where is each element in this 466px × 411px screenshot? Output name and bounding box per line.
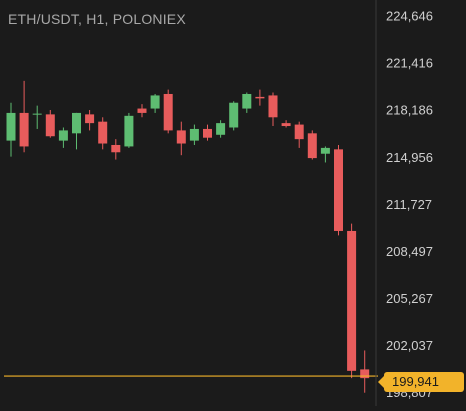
price-tick-label: 202,037 <box>386 338 433 353</box>
candle-body <box>294 124 304 140</box>
price-tick-label: 211,727 <box>386 197 432 212</box>
candle-body <box>281 123 291 127</box>
candle-body <box>320 147 330 154</box>
candle-body <box>268 95 278 118</box>
price-tick-label: 224,646 <box>386 9 433 24</box>
price-tick-label: 221,416 <box>386 56 433 71</box>
candle-body <box>32 113 42 115</box>
candle-body <box>137 108 147 113</box>
candle-body <box>85 114 95 124</box>
last-price-badge: 199,941 <box>378 372 464 392</box>
candle-body <box>242 93 252 109</box>
candle-body <box>72 112 81 134</box>
chart-title: ETH/USDT, H1, POLONIEX <box>8 11 186 27</box>
price-tick-label: 214,956 <box>386 150 433 165</box>
price-tick-label: 208,497 <box>386 244 433 259</box>
candle-body <box>229 102 239 128</box>
candle-body <box>150 95 160 109</box>
candle-body <box>307 133 317 159</box>
candle-body <box>360 369 370 379</box>
candle-body <box>216 123 226 135</box>
candle-body <box>45 114 55 137</box>
candle-body <box>6 112 16 141</box>
candle-body <box>347 230 357 371</box>
candle-body <box>19 112 29 147</box>
candle-body <box>255 96 265 99</box>
candle-body <box>111 144 121 153</box>
candle-body <box>58 130 68 141</box>
candle-body <box>176 130 186 144</box>
candle-body <box>163 93 173 131</box>
candle-body <box>124 115 134 147</box>
price-axis: 224,646 221,416 218,186 214,956 211,727 208,4… <box>375 0 433 406</box>
price-tick-label: 218,186 <box>386 103 433 118</box>
candle-body <box>189 128 199 141</box>
candles-layer <box>6 80 370 393</box>
candle-body <box>203 128 212 138</box>
price-tick-label: 205,267 <box>386 291 433 306</box>
candle-body <box>334 149 343 231</box>
candle-body <box>98 121 108 144</box>
